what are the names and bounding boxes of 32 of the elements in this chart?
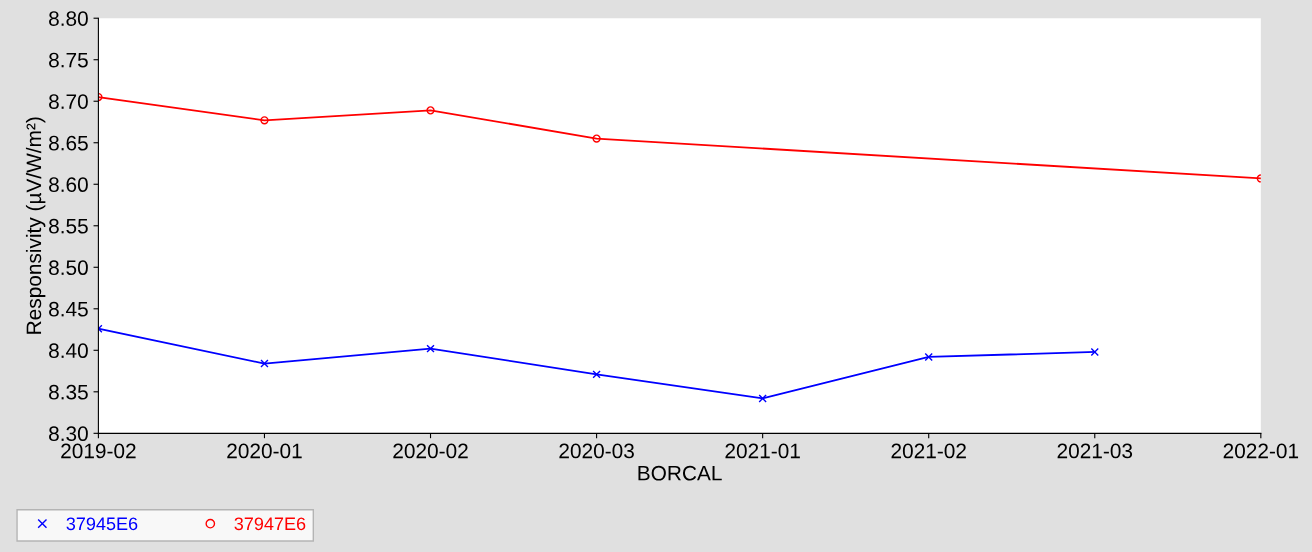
- legend-label: 37947E6: [234, 517, 306, 531]
- point: [1090, 347, 1099, 357]
- x-axis-title: BORCAL: [638, 465, 722, 481]
- point: [592, 370, 601, 379]
- x-tick-label: 2019-02: [61, 443, 136, 459]
- y-tick-label: 8.55: [49, 218, 88, 234]
- y-tick-label: 8.40: [49, 343, 88, 359]
- x-tick-label: 2020-02: [393, 443, 468, 459]
- point: [592, 134, 601, 143]
- y-tick-label: 8.60: [49, 177, 88, 193]
- point: [426, 106, 435, 115]
- legend-label: 37945E6: [66, 517, 138, 531]
- y-tick-label: 8.45: [49, 301, 88, 317]
- x-tick-label: 2022-01: [1223, 443, 1299, 459]
- y-tick-label: 8.35: [49, 384, 88, 400]
- x-tick-label: 2021-02: [891, 443, 966, 459]
- x-tick-label: 2020-01: [227, 443, 302, 459]
- point: [260, 116, 269, 125]
- x-tick-label: 2020-03: [559, 443, 634, 459]
- y-tick-label: 8.50: [49, 260, 88, 276]
- y-axis-title: Responsivity (µV/W/m²): [25, 117, 46, 334]
- y-tick-label: 8.75: [49, 52, 88, 68]
- point: [426, 344, 435, 353]
- x-tick-label: 2021-03: [1057, 443, 1133, 459]
- point: [758, 394, 767, 403]
- x-tick-label: 2021-01: [725, 443, 800, 459]
- y-tick-label: 8.30: [49, 426, 88, 442]
- point: [924, 352, 933, 362]
- y-tick-label: 8.65: [49, 135, 88, 151]
- y-tick-label: 8.80: [49, 11, 88, 26]
- y-tick-label: 8.70: [49, 94, 88, 109]
- point: [260, 359, 269, 368]
